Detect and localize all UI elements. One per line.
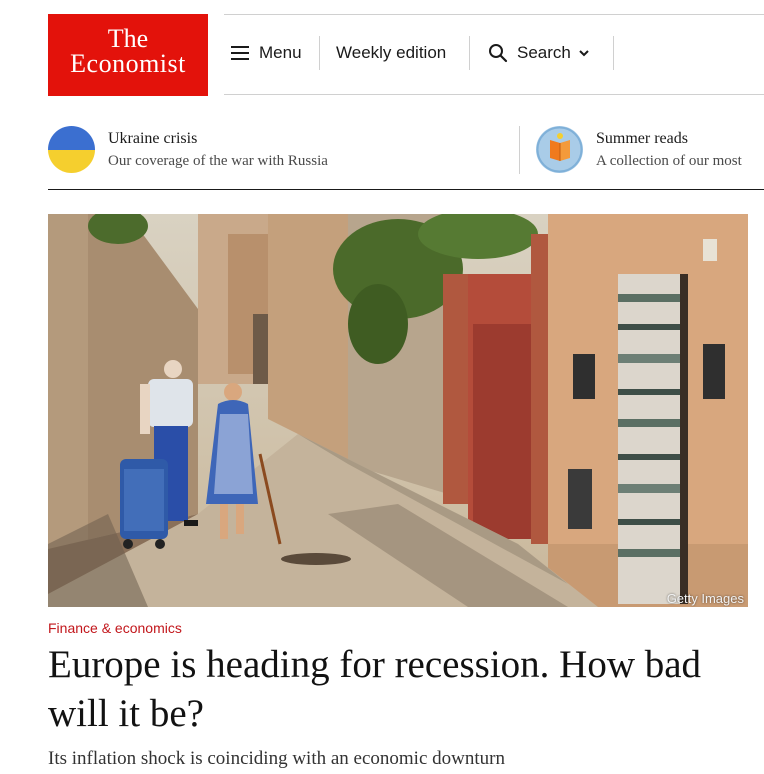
economist-logo[interactable]: The Economist [48, 14, 208, 96]
topic-subtitle-summer[interactable]: A collection of our most [596, 153, 742, 169]
topic-subtitle-ukraine[interactable]: Our coverage of the war with Russia [108, 153, 328, 169]
menu-label: Menu [259, 43, 302, 62]
logo-line-2: Economist [70, 49, 186, 78]
topics-row: Ukraine crisis Our coverage of the war w… [48, 126, 764, 176]
article-standfirst: Its inflation shock is coinciding with a… [48, 748, 505, 769]
topic-title-ukraine[interactable]: Ukraine crisis [108, 130, 198, 147]
weekly-edition-link[interactable]: Weekly edition [336, 36, 446, 70]
nav-top-border [224, 14, 764, 15]
street-photo [48, 214, 748, 607]
hero-image[interactable]: Getty Images [48, 214, 748, 607]
menu-button[interactable]: Menu [231, 36, 302, 70]
search-icon [489, 44, 508, 63]
topic-divider [519, 126, 520, 174]
site-header: The Economist Menu Weekly edition Search [48, 14, 764, 96]
section-label[interactable]: Finance & economics [48, 620, 182, 636]
topic-title-summer[interactable]: Summer reads [596, 130, 688, 147]
ukraine-flag-icon[interactable] [48, 126, 95, 173]
nav-divider [469, 36, 470, 70]
nav-bottom-border [224, 94, 764, 95]
hamburger-icon [231, 46, 249, 60]
woman-figure [206, 383, 282, 545]
logo-line-1: The [107, 24, 149, 53]
book-icon[interactable] [536, 126, 583, 173]
article-headline[interactable]: Europe is heading for recession. How bad… [48, 643, 702, 735]
weekly-edition-label: Weekly edition [336, 43, 447, 62]
nav-divider [319, 36, 320, 70]
nav-divider [613, 36, 614, 70]
search-button[interactable]: Search [488, 36, 590, 70]
image-credit: Getty Images [666, 591, 744, 606]
search-label: Search [517, 43, 571, 62]
chevron-down-icon [579, 50, 589, 57]
section-rule [48, 189, 764, 190]
